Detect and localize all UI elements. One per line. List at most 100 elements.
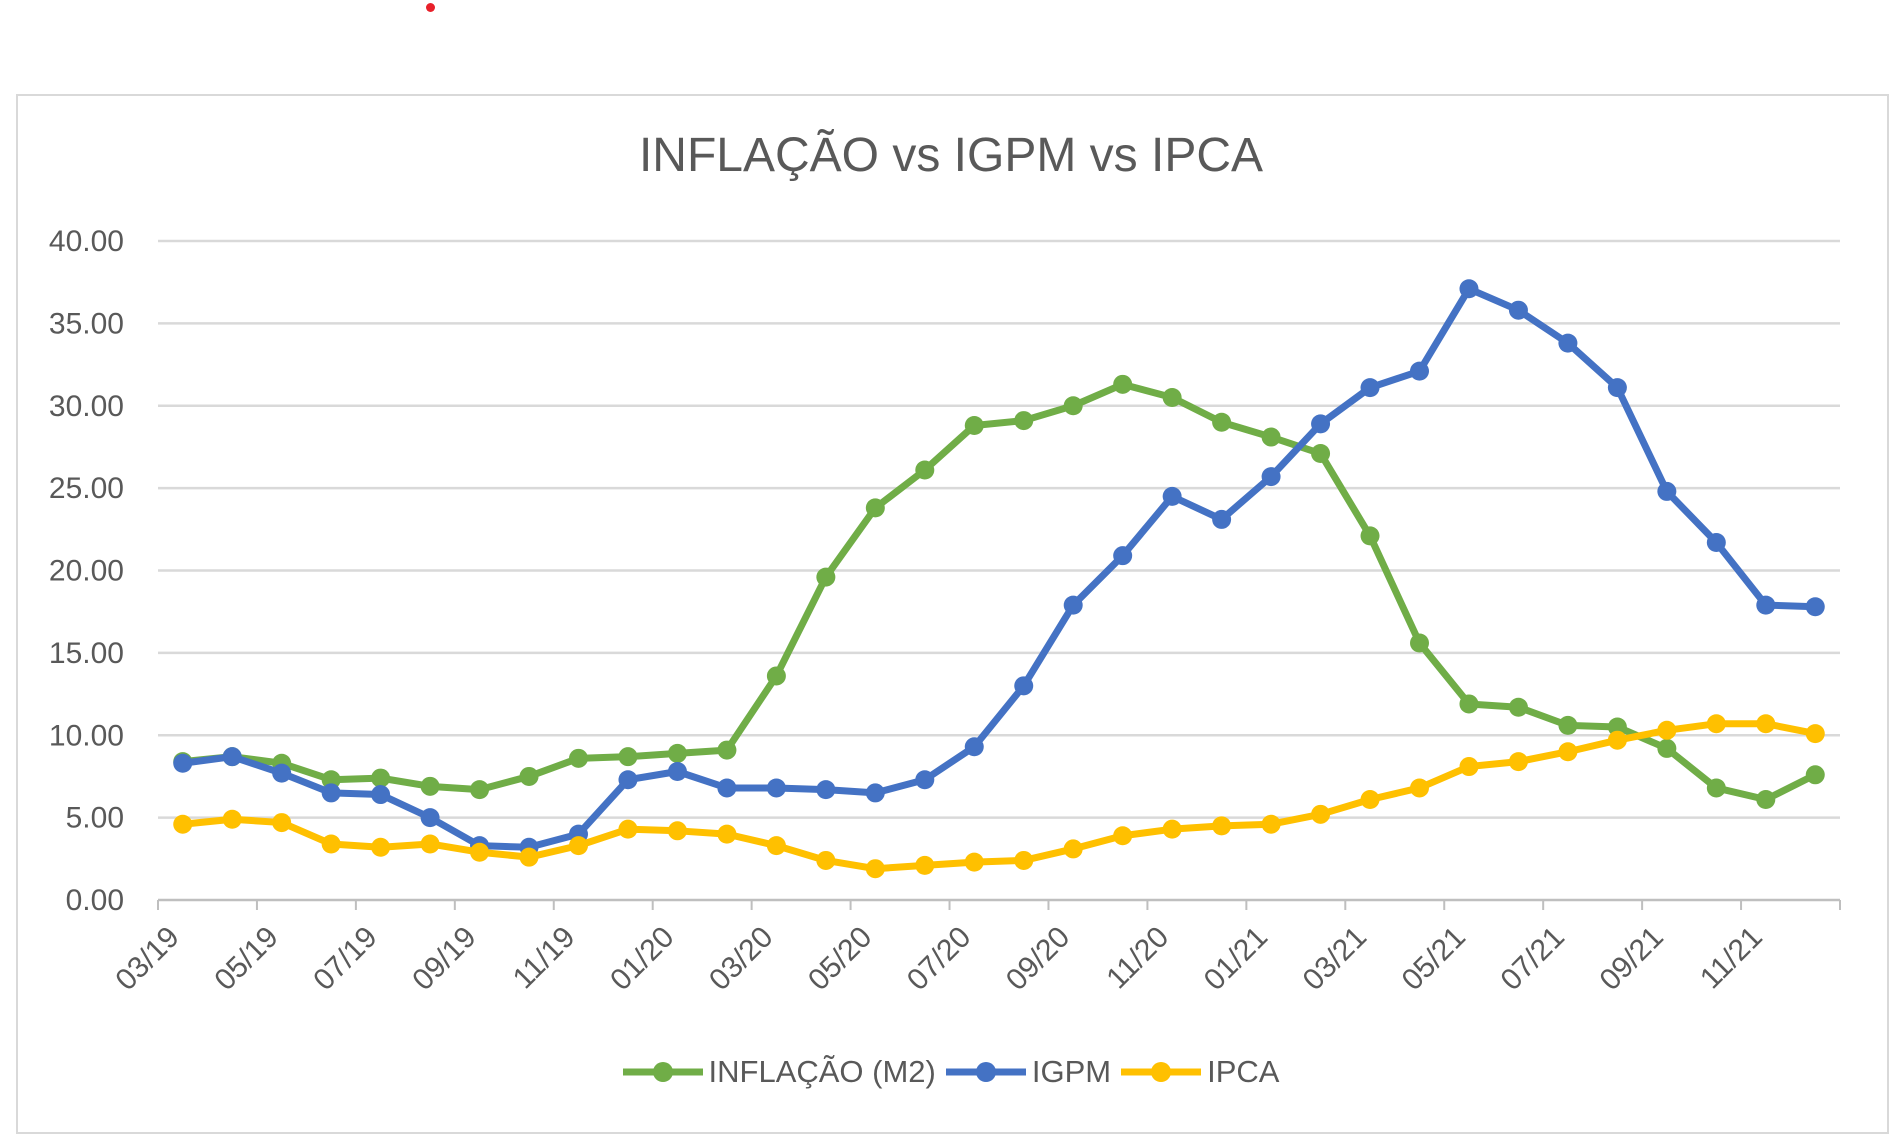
data-point-1	[321, 783, 341, 803]
data-point-2	[470, 842, 490, 862]
data-point-2	[618, 819, 638, 839]
data-point-0	[569, 748, 588, 768]
data-point-0	[1805, 765, 1825, 785]
series-line-2	[182, 720, 1816, 873]
x-tick-label: 03/20	[703, 920, 779, 996]
x-tick-label: 11/20	[1100, 920, 1175, 995]
series-line-1	[182, 285, 1816, 851]
data-point-1	[1162, 486, 1182, 506]
data-point-2	[1410, 778, 1429, 798]
data-point-0	[321, 770, 341, 790]
data-point-0	[1410, 633, 1429, 653]
data-point-2	[1657, 720, 1677, 740]
y-tick-label: 5.00	[66, 802, 124, 835]
data-point-2	[420, 834, 440, 854]
data-point-0	[717, 740, 737, 760]
data-point-1	[1805, 597, 1825, 617]
data-point-0	[1459, 694, 1479, 714]
data-point-0	[865, 498, 885, 518]
legend-label: INFLAÇÃO (M2)	[708, 1054, 936, 1089]
data-point-1	[420, 808, 440, 828]
data-point-2	[1014, 850, 1034, 870]
data-point-2	[1311, 804, 1331, 824]
data-point-2	[816, 850, 836, 870]
data-point-1	[618, 770, 638, 790]
data-point-1	[222, 747, 242, 767]
data-point-2	[519, 847, 539, 867]
data-point-1	[1311, 414, 1331, 434]
data-point-2	[1063, 839, 1083, 859]
data-point-2	[865, 859, 885, 879]
data-point-2	[222, 809, 242, 829]
legend-label: IPCA	[1207, 1054, 1280, 1089]
data-point-0	[1162, 388, 1182, 408]
y-tick-label: 15.00	[49, 637, 124, 670]
data-point-0	[1657, 738, 1677, 758]
x-tick-label: 05/20	[802, 920, 878, 996]
data-point-2	[766, 836, 786, 856]
data-point-2	[1706, 714, 1726, 734]
y-tick-label: 0.00	[66, 884, 124, 917]
data-point-1	[371, 785, 391, 805]
data-point-0	[1212, 412, 1232, 432]
legend-marker-icon	[622, 1062, 703, 1082]
x-tick-label: 09/21	[1593, 920, 1669, 996]
data-point-2	[1508, 752, 1528, 772]
data-point-2	[1360, 790, 1380, 810]
x-tick-label: 11/19	[507, 920, 582, 995]
x-tick-label: 09/19	[406, 920, 482, 996]
data-point-1	[1756, 595, 1776, 615]
data-point-1	[865, 783, 885, 803]
data-point-1	[1558, 333, 1578, 353]
x-tick-label: 05/19	[208, 920, 284, 996]
data-point-0	[1063, 396, 1083, 416]
data-point-0	[1756, 790, 1776, 810]
data-point-2	[1558, 742, 1578, 762]
data-point-2	[1162, 819, 1182, 839]
data-point-2	[321, 834, 341, 854]
data-point-1	[1508, 300, 1528, 320]
legend-item: INFLAÇÃO (M2)	[622, 1054, 936, 1090]
data-point-2	[1459, 757, 1479, 777]
data-point-1	[964, 737, 984, 757]
data-point-1	[1607, 378, 1627, 398]
red-dot-marker	[426, 3, 435, 12]
data-point-2	[1212, 816, 1232, 836]
data-point-0	[420, 776, 440, 796]
x-tick-label: 03/19	[109, 920, 185, 996]
data-point-0	[1508, 697, 1528, 717]
data-point-0	[618, 747, 638, 767]
data-point-0	[1360, 526, 1380, 546]
chart-frame	[16, 94, 1889, 1134]
data-point-0	[470, 780, 490, 800]
data-point-0	[1558, 715, 1578, 735]
x-tick-label: 09/20	[1000, 920, 1076, 996]
data-point-2	[964, 852, 984, 872]
data-point-1	[1063, 595, 1083, 615]
data-point-1	[1113, 546, 1133, 566]
data-point-0	[1113, 374, 1133, 394]
x-tick-label: 01/20	[604, 920, 680, 996]
data-point-2	[667, 821, 687, 841]
chart-title: INFLAÇÃO vs IGPM vs IPCA	[638, 129, 1264, 182]
x-tick-label: 07/20	[901, 920, 977, 996]
data-point-2	[1756, 714, 1776, 734]
x-tick-label: 07/19	[307, 920, 383, 996]
data-point-2	[173, 814, 193, 834]
data-point-1	[1410, 361, 1429, 381]
legend-item: IPCA	[1121, 1054, 1279, 1090]
data-point-1	[1014, 676, 1034, 696]
data-point-2	[1607, 730, 1627, 750]
data-point-1	[1706, 532, 1726, 552]
data-point-1	[272, 763, 292, 783]
legend-label: IGPM	[1031, 1054, 1112, 1089]
data-point-2	[569, 836, 588, 856]
data-point-1	[1459, 279, 1479, 299]
y-tick-label: 30.00	[49, 390, 124, 423]
data-point-2	[272, 813, 292, 833]
data-point-0	[667, 743, 687, 763]
data-point-1	[766, 778, 786, 798]
data-point-0	[915, 460, 935, 480]
data-point-2	[371, 837, 391, 857]
legend-item: IGPM	[945, 1054, 1112, 1090]
